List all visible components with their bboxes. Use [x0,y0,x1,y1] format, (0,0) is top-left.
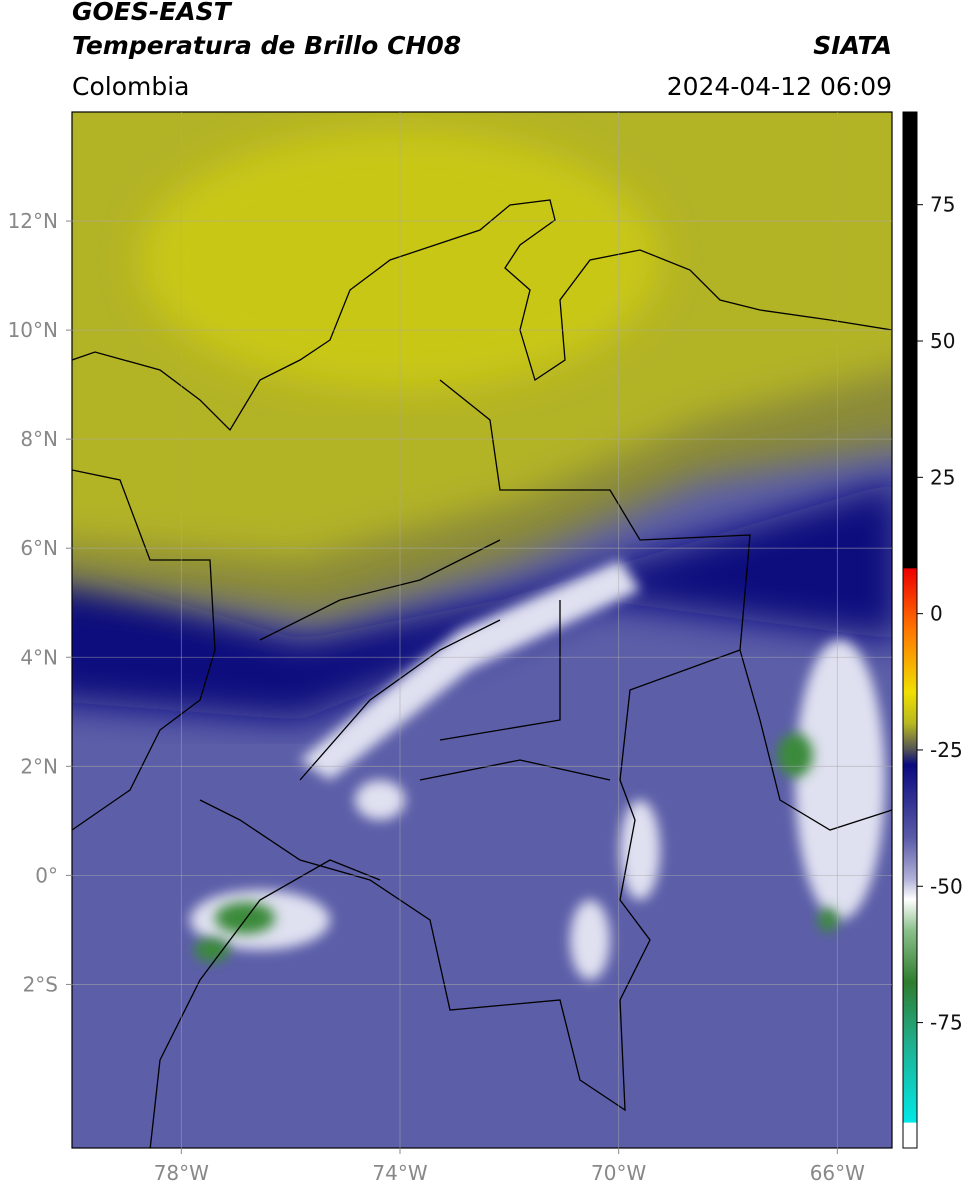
y-tick-label: 8°N [20,427,58,451]
region: Colombia [72,72,189,101]
y-tick-label: 4°N [20,645,58,669]
x-tick-label: 70°W [591,1161,646,1185]
colorbar-tick-label: -50 [930,874,963,898]
title: GOES-EAST [72,0,233,26]
x-tick-label: 74°W [372,1161,427,1185]
borders [72,199,892,1148]
datetime: 2024-04-12 06:09 [667,72,892,101]
y-tick-label: 6°N [20,536,58,560]
map-frame [71,111,893,1149]
subtitle: Temperatura de Brillo CH08 [72,31,461,60]
y-tick-label: 12°N [8,209,58,233]
y-tick-label: 0° [35,863,58,887]
source: SIATA [813,31,892,60]
colorbar-tick-label: 25 [930,465,955,489]
colorbar-tick-label: -75 [930,1011,963,1035]
satellite-image [72,112,892,1148]
x-tick-label: 66°W [810,1161,865,1185]
x-tick-label: 78°W [154,1161,209,1185]
colorbar-tick-label: 50 [930,329,955,353]
y-tick-label: 2°S [23,972,58,996]
colorbar [902,111,918,1149]
colorbar-tick-label: -25 [930,738,963,762]
colorbar-tick-label: 0 [930,602,943,626]
y-tick-label: 10°N [8,318,58,342]
colorbar-tick-label: 75 [930,193,955,217]
y-tick-label: 2°N [20,754,58,778]
